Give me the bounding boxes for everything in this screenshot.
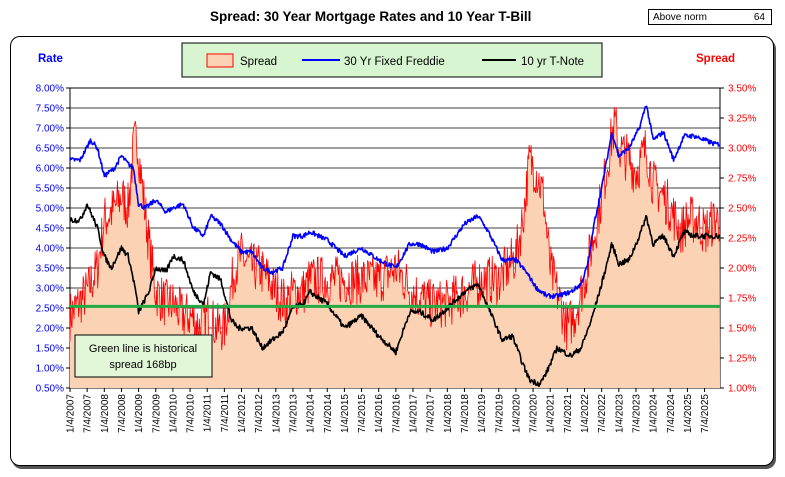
spread-area [70,107,720,388]
x-tick-label: 1/4/2010 [168,394,179,433]
x-tick-label: 7/4/2025 [700,394,711,433]
x-tick-label: 7/4/2019 [494,394,505,433]
legend-swatch-spread [206,53,234,68]
right-tick-label: 3.50% [728,84,756,95]
spread-line [69,107,721,351]
left-tick-label: 5.00% [36,204,64,215]
x-tick-label: 1/4/2021 [546,394,557,433]
above-norm-value: 64 [753,12,765,23]
left-tick-label: 3.00% [36,284,64,295]
x-tick-label: 1/4/2016 [374,394,385,433]
x-tick-label: 7/4/2013 [288,394,299,433]
x-tick-label: 1/4/2014 [306,394,317,433]
x-tick-label: 7/4/2021 [563,394,574,433]
legend-label-mortgage: 30 Yr Fixed Freddie [344,56,445,68]
left-tick-label: 7.00% [36,124,64,135]
x-tick-label: 7/4/2008 [117,394,128,433]
x-tick-label: 7/4/2016 [391,394,402,433]
annotation-line2: spread 168bp [109,359,176,371]
right-tick-label: 1.75% [728,294,756,305]
right-axis-label: Spread [696,53,735,65]
left-tick-label: 7.50% [36,104,64,115]
x-tick-label: 1/4/2017 [409,394,420,433]
x-tick-label: 7/4/2010 [186,394,197,433]
legend-label-tnote: 10 yr T-Note [521,56,584,68]
left-tick-label: 4.50% [36,224,64,235]
x-tick-label: 1/4/2008 [100,394,111,433]
left-tick-label: 2.00% [36,324,64,335]
x-tick-label: 7/4/2022 [597,394,608,433]
above-norm-label: Above norm [653,12,707,23]
left-tick-label: 2.50% [36,304,64,315]
left-tick-label: 0.50% [36,384,64,395]
legend-box [181,42,603,78]
x-tick-label: 1/4/2019 [477,394,488,433]
above-norm-box: Above norm 64 [648,9,772,25]
right-tick-label: 2.25% [728,234,756,245]
x-tick-label: 1/4/2009 [134,394,145,433]
left-tick-label: 6.00% [36,164,64,175]
x-tick-label: 1/4/2011 [203,394,214,433]
x-tick-label: 1/4/2015 [340,394,351,433]
x-tick-label: 1/4/2024 [649,394,660,433]
left-tick-label: 1.00% [36,364,64,375]
right-tick-label: 1.00% [728,384,756,395]
x-tick-label: 1/4/2023 [614,394,625,433]
x-tick-label: 1/4/2022 [580,394,591,433]
chart-title: Spread: 30 Year Mortgage Rates and 10 Ye… [210,9,532,24]
x-tick-label: 7/4/2015 [357,394,368,433]
left-tick-label: 6.50% [36,144,64,155]
left-axis-ticks: 0.50% 1.00% 1.50% 2.00% 2.50% 3.00% 3.50% 4.00%… [36,84,70,395]
annotation-box: Green line is historical spread 168bp [74,334,213,378]
x-tick-label: 7/4/2011 [220,394,231,433]
x-tick-label: 1/4/2007 [66,394,77,433]
x-tick-label: 7/4/2018 [460,394,471,433]
left-tick-label: 8.00% [36,84,64,95]
x-tick-label: 7/4/2023 [631,394,642,433]
tnote-line [69,203,720,388]
left-tick-label: 4.00% [36,244,64,255]
right-tick-label: 2.75% [728,174,756,185]
x-tick-label: 1/4/2013 [271,394,282,433]
x-tick-label: 1/4/2012 [237,394,248,433]
x-tick-label: 7/4/2014 [323,394,334,433]
right-axis-ticks: 1.00% 1.25% 1.50% 1.75% 2.00% 2.25% 2.50% 2.75%… [720,84,756,395]
x-tick-label: 1/4/2018 [443,394,454,433]
right-tick-label: 1.25% [728,354,756,365]
x-tick-label: 1/4/2025 [683,394,694,433]
x-tick-label: 7/4/2017 [426,394,437,433]
right-tick-label: 2.00% [728,264,756,275]
left-axis-label: Rate [38,53,63,65]
left-tick-label: 3.50% [36,264,64,275]
mortgage-line [69,105,721,300]
series-layer [69,105,721,388]
legend-label-spread: Spread [240,56,277,68]
right-tick-label: 1.50% [728,324,756,335]
right-tick-label: 3.00% [728,144,756,155]
x-tick-label: 1/4/2020 [511,394,522,433]
right-tick-label: 3.25% [728,114,756,125]
annotation-line1: Green line is historical [89,343,197,355]
left-tick-label: 1.50% [36,344,64,355]
left-tick-label: 5.50% [36,184,64,195]
annotation-bg [74,334,213,378]
x-tick-label: 7/4/2009 [151,394,162,433]
x-tick-label: 7/4/2024 [666,394,677,433]
x-tick-label: 7/4/2020 [529,394,540,433]
x-tick-label: 7/4/2007 [83,394,94,433]
x-tick-label: 7/4/2012 [254,394,265,433]
right-tick-label: 2.50% [728,204,756,215]
legend: Spread 30 Yr Fixed Freddie 10 yr T-Note [181,42,603,78]
x-axis-ticks: 1/4/2007 7/4/2007 1/4/2008 7/4/2008 1/4/2009… [66,388,711,433]
